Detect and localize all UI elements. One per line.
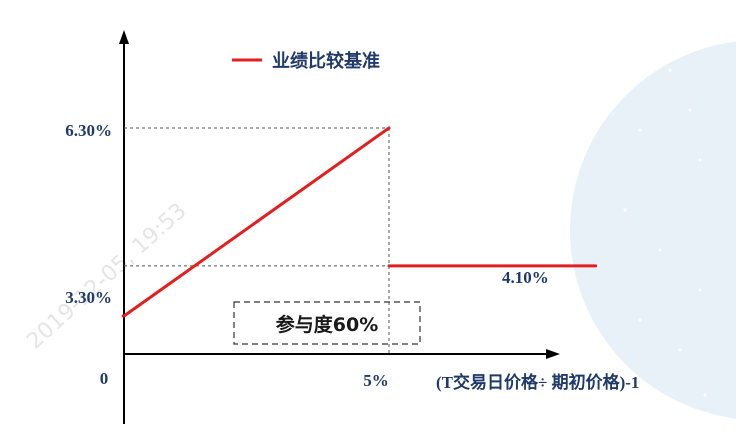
axes [123, 42, 548, 424]
participation-box [233, 301, 421, 345]
watermark: 2019-12-05, 19:53 [22, 199, 191, 355]
legend: 业绩比较基准 [232, 50, 380, 72]
x-tick-label-5pct: 5% [363, 371, 389, 390]
series-group [121, 126, 598, 318]
legend-label: 业绩比较基准 [272, 50, 380, 72]
y-tick-label-low: 3.30% [65, 288, 112, 307]
step-value-label: 4.10% [502, 268, 549, 287]
x-axis-arrow [546, 349, 560, 359]
x-axis-label: (T交易日价格÷ 期初价格)-1 [436, 372, 639, 392]
background-decoration [570, 41, 736, 419]
y-tick-label-high: 6.30% [65, 121, 112, 140]
guide-lines [124, 127, 390, 354]
series-line-segment-2 [122, 126, 391, 318]
y-axis-arrow [119, 30, 129, 44]
background-dots [610, 68, 707, 397]
participation-label: 参与度60% [276, 313, 378, 336]
x-tick-label-zero: 0 [100, 369, 109, 388]
